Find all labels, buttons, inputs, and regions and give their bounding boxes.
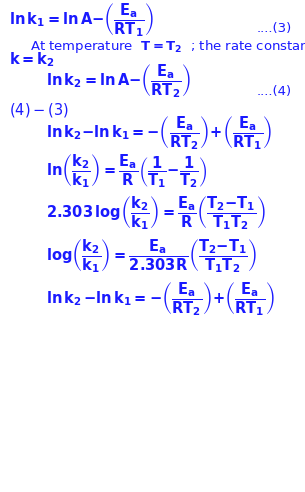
Text: $\mathbf{log\left(\dfrac{k_2}{k_1}\right) = \dfrac{E_a}{2.303R}\left(\dfrac{T_2{: $\mathbf{log\left(\dfrac{k_2}{k_1}\right…	[46, 237, 257, 275]
Text: $\mathbf{ln\,k_1 = ln\,A{-}\left(\dfrac{E_a}{RT_1}\right)}$: $\mathbf{ln\,k_1 = ln\,A{-}\left(\dfrac{…	[9, 0, 154, 39]
Text: $\mathbf{k = k_2}$: $\mathbf{k = k_2}$	[9, 51, 55, 69]
Text: $\mathbf{ln\,k_2\,{-}ln\,k_1 = {-}\left(\dfrac{E_a}{RT_2}\right){+}\left(\dfrac{: $\mathbf{ln\,k_2\,{-}ln\,k_1 = {-}\left(…	[46, 280, 274, 318]
Text: $\mathbf{ln\,k_2{-}ln\,k_1 = {-}\left(\dfrac{E_a}{RT_2}\right){+}\left(\dfrac{E_: $\mathbf{ln\,k_2{-}ln\,k_1 = {-}\left(\d…	[46, 114, 272, 152]
Text: $\mathbf{ln\,k_2 = ln\,A{-}\left(\dfrac{E_a}{RT_2}\right)}$: $\mathbf{ln\,k_2 = ln\,A{-}\left(\dfrac{…	[46, 62, 191, 100]
Text: ....(3): ....(3)	[256, 22, 292, 35]
Text: $\mathbf{ln\left(\dfrac{k_2}{k_1}\right) = \dfrac{E_a}{R}\left(\dfrac{1}{T_1}{-}: $\mathbf{ln\left(\dfrac{k_2}{k_1}\right)…	[46, 152, 207, 190]
Text: $(4)-(3)$: $(4)-(3)$	[9, 101, 69, 119]
Text: ....(4): ....(4)	[256, 85, 291, 98]
Text: $\mathbf{2.303\,log\left(\dfrac{k_2}{k_1}\right) = \dfrac{E_a}{R}\left(\dfrac{T_: $\mathbf{2.303\,log\left(\dfrac{k_2}{k_1…	[46, 193, 266, 232]
Text: At temperature  $\mathbf{T = T_2}$  ; the rate constant: At temperature $\mathbf{T = T_2}$ ; the …	[30, 38, 305, 55]
